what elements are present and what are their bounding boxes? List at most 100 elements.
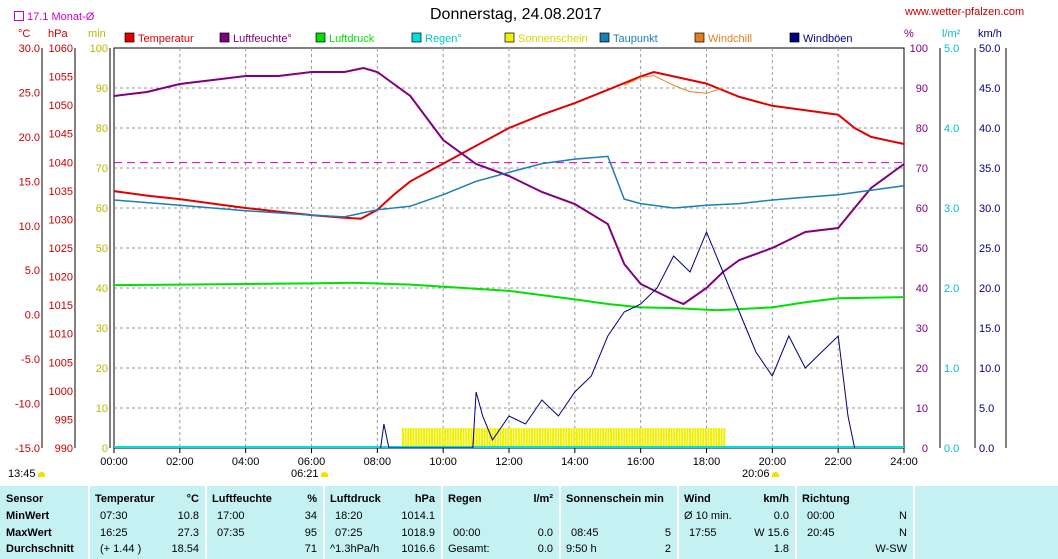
sunrise-icon — [320, 472, 328, 477]
sunshine-bar — [491, 428, 494, 448]
temp-max-time: 16:25 — [100, 527, 128, 539]
sunshine-bar — [423, 428, 426, 448]
tick-label-sun_min: 80 — [96, 123, 108, 135]
sunshine-bar — [428, 428, 431, 448]
sunshine-bar — [536, 428, 539, 448]
tick-label-sun_min: 50 — [96, 243, 108, 255]
tick-label-pressure: 1025 — [49, 243, 73, 255]
tick-label-sun_min: 0 — [102, 443, 108, 455]
axis-unit-humidity: % — [904, 28, 914, 40]
x-tick-label: 18:00 — [693, 456, 721, 468]
dir-row1-value: N — [899, 510, 907, 522]
legend-label: Regen° — [425, 33, 462, 45]
sunshine-bar — [465, 428, 468, 448]
x-tick-label: 08:00 — [364, 456, 392, 468]
legend-swatch — [789, 32, 800, 43]
sunshine-bar — [657, 428, 660, 448]
chart-title: Donnerstag, 24.08.2017 — [430, 6, 602, 23]
sunshine-bar — [528, 428, 531, 448]
sunshine-bar — [531, 428, 534, 448]
sunshine-bar — [681, 428, 684, 448]
tick-label-pressure: 1000 — [49, 386, 73, 398]
sunshine-bar — [478, 428, 481, 448]
website-link[interactable]: www.wetter-pfalzen.com — [905, 6, 1025, 18]
sunshine-bar — [660, 428, 663, 448]
sunshine-bar — [504, 428, 507, 448]
legend-label: Sonnenschein — [518, 33, 588, 45]
sunshine-bar — [415, 428, 418, 448]
series-line-windchill — [623, 75, 724, 94]
wind-unit: km/h — [763, 493, 789, 505]
sunshine-bar — [412, 428, 415, 448]
row-label-min: MinWert — [6, 510, 50, 522]
tick-label-humidity: 90 — [916, 83, 928, 95]
sun-max-value: 5 — [664, 527, 671, 539]
sunshine-bar — [470, 428, 473, 448]
sunshine-bar — [702, 428, 705, 448]
temp-avg-trend: (+ 1.44 ) — [100, 543, 142, 555]
sunshine-bar — [652, 428, 655, 448]
temp-avg-value: 18.54 — [171, 543, 199, 555]
tick-label-sun_min: 70 — [96, 163, 108, 175]
col-empty — [915, 486, 1058, 559]
sunshine-bar — [620, 428, 623, 448]
tick-label-rain: 2.0 — [944, 283, 959, 295]
tick-label-wind: 45.0 — [979, 83, 1000, 95]
x-tick-label: 14:00 — [561, 456, 589, 468]
wind-avg10-value: 0.0 — [773, 510, 789, 522]
sunshine-bar — [623, 428, 626, 448]
sunshine-bar — [538, 428, 541, 448]
sunshine-bar — [707, 428, 710, 448]
tick-label-sun_min: 20 — [96, 363, 108, 375]
sunshine-bar — [575, 428, 578, 448]
sunshine-bar — [446, 428, 449, 448]
pres-max-value: 1018.9 — [401, 527, 435, 539]
hum-min-value: 34 — [304, 510, 317, 522]
hum-max-time: 07:35 — [217, 527, 245, 539]
sunshine-bar — [520, 428, 523, 448]
sunshine-bar — [715, 428, 718, 448]
pres-max-time: 07:25 — [335, 527, 363, 539]
col-pressure: Luftdruck hPa 18:20 1014.1 07:25 1018.9 … — [325, 486, 443, 559]
tick-label-temp: 20.0 — [19, 132, 40, 144]
tick-label-pressure: 1015 — [49, 300, 73, 312]
tick-label-sun_min: 30 — [96, 323, 108, 335]
sunshine-bar — [625, 428, 628, 448]
sunshine-bar — [496, 428, 499, 448]
sunshine-bar — [723, 428, 726, 448]
tick-label-pressure: 1020 — [49, 272, 73, 284]
tick-label-pressure: 1060 — [49, 43, 73, 55]
sunshine-bar — [628, 428, 631, 448]
tick-label-temp: 0.0 — [25, 310, 40, 322]
tick-label-wind: 15.0 — [979, 323, 1000, 335]
rain-header: Regen — [448, 493, 482, 505]
sunshine-bar — [720, 428, 723, 448]
sunshine-bar — [612, 428, 615, 448]
dir-avg-value: W-SW — [875, 543, 907, 555]
legend-label: Windböen — [803, 33, 853, 45]
tick-label-humidity: 70 — [916, 163, 928, 175]
x-tick-label: 24:00 — [890, 456, 918, 468]
tick-label-wind: 10.0 — [979, 363, 1000, 375]
rain-total-value: 0.0 — [537, 543, 553, 555]
rain-unit: l/m² — [533, 493, 553, 505]
sunshine-bar — [467, 428, 470, 448]
tick-label-temp: -10.0 — [15, 399, 40, 411]
tick-label-pressure: 1010 — [49, 329, 73, 341]
tick-label-humidity: 30 — [916, 323, 928, 335]
temp-min-time: 07:30 — [100, 510, 128, 522]
series-line-taupunkt — [113, 155, 905, 218]
sunshine-bar — [678, 428, 681, 448]
sunshine-bar — [665, 428, 668, 448]
sunshine-bar — [462, 428, 465, 448]
sunshine-bar — [494, 428, 497, 448]
sunshine-bar — [588, 428, 591, 448]
hum-max-value: 95 — [304, 527, 317, 539]
tick-label-pressure: 995 — [55, 414, 73, 426]
sunshine-bar — [591, 428, 594, 448]
statistics-table: Sensor MinWert MaxWert Durchschnitt Temp… — [0, 486, 1058, 559]
sunshine-bar — [473, 428, 476, 448]
sunshine-bar — [459, 428, 462, 448]
sunshine-bar — [602, 428, 605, 448]
pres-trend: ^1.3hPa/h — [330, 543, 380, 555]
